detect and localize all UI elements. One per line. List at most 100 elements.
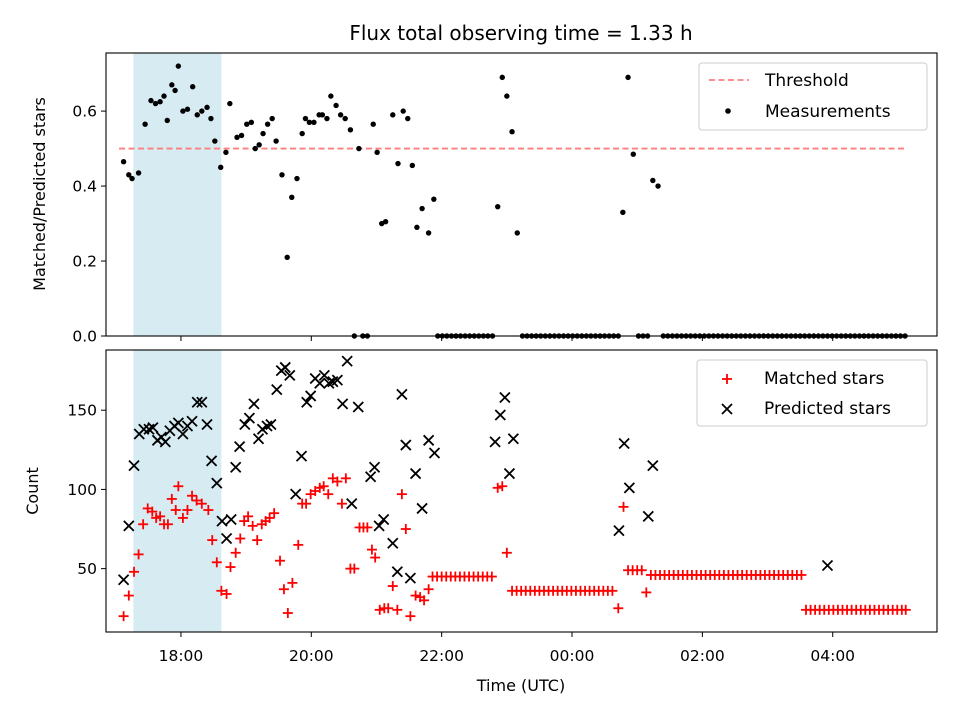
predicted-point [422,434,435,446]
matched-point [216,585,227,596]
matched-point [129,566,140,577]
cross-b [378,513,390,526]
measurement-point [400,108,406,114]
measurement-point [319,112,326,118]
predicted-point [243,412,256,424]
y-tick-label: 50 [77,560,97,578]
matched-point [349,563,360,574]
matched-point [497,481,508,492]
predicted-point [642,510,654,522]
top-x-ticks [180,336,834,341]
matched-point [196,498,207,509]
matched-point [155,511,166,522]
predicted-point [331,374,344,386]
matched-point [383,603,394,614]
measurement-point [234,134,240,141]
predicted-point [378,513,390,526]
predicted-point [391,566,403,578]
bottom-legend: Matched stars Predicted stars [696,359,928,427]
matched-point [423,584,434,595]
matched-point [278,584,289,595]
x-tick-label: 02:00 [680,647,725,665]
cross-b [499,391,511,404]
predicted-point [341,355,353,367]
cross-b [318,369,330,381]
bottom-legend-box [696,359,928,427]
measurement-point [260,130,266,137]
x-tick-label: 22:00 [419,647,464,665]
top-legend-box [698,62,928,131]
matched-point [264,512,275,523]
cross-b [503,467,516,480]
matched-point [366,544,377,555]
predicted-point [284,369,296,381]
predicted-point [123,520,135,532]
legend-matched-label: Matched stars [764,369,884,389]
matched-stars-points [118,473,911,622]
matched-point [177,512,188,523]
predicted-point [623,482,636,494]
measurement-point [169,82,175,88]
cross-b [373,520,385,532]
legend-matched-marker [722,374,732,384]
measurement-point [184,106,191,112]
predicted-point [225,513,237,526]
measurement-point [324,115,330,122]
matched-point [374,604,385,615]
y-tick-label: 100 [67,481,97,499]
cross-b [265,418,277,431]
predicted-stars-points [117,355,834,586]
measurement-point [227,100,233,107]
predicted-point [248,398,260,410]
measurement-point [405,115,411,122]
predicted-point [239,418,251,431]
matched-point [133,549,144,560]
matched-point [900,604,911,615]
top-highlight-span [133,53,222,336]
cross-b [341,355,353,367]
matched-point [221,588,232,599]
measurement-point [129,175,135,182]
matched-point [301,498,312,509]
predicted-point [364,471,377,483]
matched-point [187,490,198,501]
cross-b [216,515,228,527]
measurement-point [189,84,196,90]
measurement-point [212,138,218,144]
measurement-point [148,97,154,104]
y-tick-label: 0.4 [72,178,97,196]
matched-point [332,476,343,487]
predicted-point [416,502,428,515]
cross-b [305,390,317,402]
cross-b [252,433,265,445]
cross-b [507,433,519,445]
cross-b [404,572,417,584]
cross-b [301,396,313,408]
cross-b [336,398,349,410]
predicted-point [117,574,130,586]
matched-point [287,577,298,588]
cross-b [225,513,237,526]
cross-b [230,461,242,473]
cross-b [211,477,223,489]
cross-b [623,482,636,494]
measurement-point [223,149,229,156]
cross-b [196,396,208,408]
measurement-point [425,230,432,236]
matched-point [501,547,512,558]
chart-title: Flux total observing time = 1.33 h [349,21,692,45]
measurement-point [395,160,401,167]
cross-b [248,398,260,410]
measurement-point [126,172,132,178]
matched-point [419,595,430,606]
matched-point [138,519,149,530]
predicted-point [618,437,630,450]
measurement-point [337,112,344,118]
top-axes-frame [105,52,938,337]
measurement-point [356,145,362,152]
cross-b [159,436,171,448]
predicted-point [305,390,317,402]
measurement-point [120,159,127,165]
